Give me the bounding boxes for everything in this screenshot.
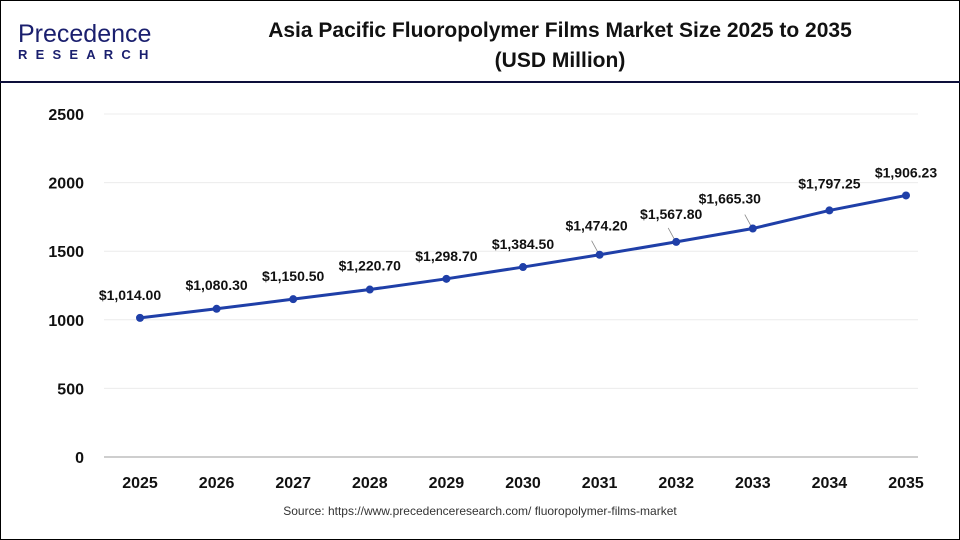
data-point[interactable] [825, 206, 834, 215]
chart-title-line1: Asia Pacific Fluoropolymer Films Market … [268, 19, 852, 42]
label-leader-line [667, 227, 675, 240]
label-leader-line [744, 214, 752, 226]
data-point[interactable] [902, 191, 910, 200]
y-tick-label: 500 [57, 381, 84, 398]
x-tick-label: 2032 [658, 475, 694, 492]
data-point[interactable] [289, 295, 298, 304]
data-label: $1,474.20 [565, 218, 627, 234]
x-tick-label: 2025 [122, 475, 158, 492]
x-tick-label: 2034 [812, 475, 848, 492]
x-tick-label: 2027 [275, 475, 311, 492]
chart-title-line2: (USD Million) [494, 49, 626, 72]
series-line [139, 193, 907, 320]
data-point[interactable] [519, 263, 527, 272]
data-label: $1,665.30 [699, 191, 761, 207]
data-point[interactable] [365, 285, 374, 294]
data-label: $1,384.50 [492, 236, 554, 252]
logo-subtitle: RESEARCH [18, 47, 157, 62]
x-tick-label: 2028 [352, 475, 388, 492]
data-point[interactable] [672, 237, 681, 246]
y-tick-label: 2500 [48, 107, 84, 124]
y-tick-label: 1000 [48, 313, 84, 330]
logo-wordmark: Precedence [18, 20, 152, 48]
x-tick-label: 2026 [199, 475, 235, 492]
x-tick-label: 2035 [888, 475, 924, 492]
x-tick-label: 2033 [735, 475, 771, 492]
data-label: $1,567.80 [640, 206, 702, 222]
data-label: $1,150.50 [262, 268, 324, 284]
data-label: $1,797.25 [798, 175, 860, 191]
data-label: $1,014.00 [99, 287, 161, 303]
x-tick-label: 2030 [505, 475, 541, 492]
data-label: $1,906.23 [875, 164, 937, 180]
data-point[interactable] [595, 250, 604, 259]
source-note: Source: https://www.precedenceresearch.c… [283, 504, 677, 518]
precedence-research-logo: Precedence RESEARCH [18, 22, 158, 62]
x-tick-label: 2031 [582, 475, 618, 492]
chart-title: Asia Pacific Fluoropolymer Films Market … [200, 16, 920, 76]
y-tick-label: 2000 [48, 176, 84, 193]
y-tick-label: 1500 [48, 244, 84, 261]
data-label: $1,080.30 [185, 277, 247, 293]
data-point[interactable] [212, 304, 221, 313]
y-tick-label: 0 [75, 450, 84, 467]
label-leader-line [591, 240, 598, 252]
data-point[interactable] [136, 313, 144, 322]
data-point[interactable] [748, 224, 757, 233]
data-label: $1,220.70 [339, 258, 401, 274]
data-point[interactable] [442, 274, 451, 283]
data-label: $1,298.70 [415, 248, 477, 264]
header-divider [0, 81, 960, 83]
x-tick-label: 2029 [429, 475, 465, 492]
